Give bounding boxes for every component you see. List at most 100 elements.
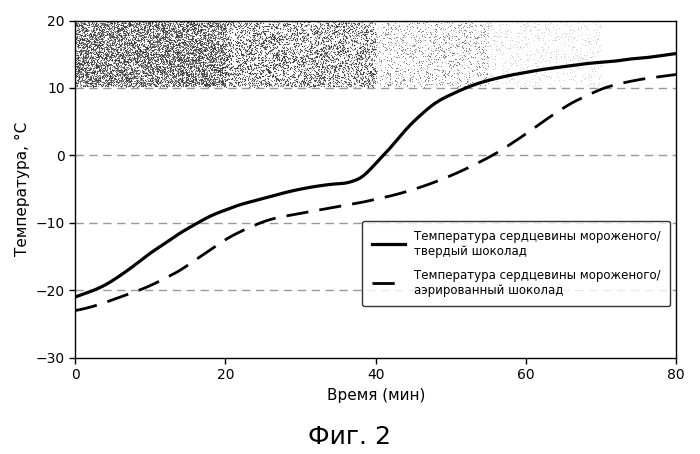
- Point: [189, 35, 200, 43]
- Point: [308, 23, 319, 30]
- Point: [109, 45, 120, 53]
- Point: [98, 65, 109, 72]
- Point: [139, 69, 150, 76]
- Point: [193, 50, 204, 58]
- Point: [170, 37, 181, 44]
- Point: [169, 64, 181, 72]
- Point: [109, 35, 120, 43]
- Point: [258, 22, 270, 29]
- Point: [219, 82, 230, 89]
- Point: [194, 67, 205, 74]
- Point: [81, 60, 92, 67]
- Point: [76, 60, 88, 68]
- Point: [339, 22, 350, 29]
- Point: [99, 39, 110, 46]
- Point: [109, 75, 120, 83]
- Point: [70, 21, 81, 29]
- Point: [187, 74, 198, 81]
- Point: [281, 44, 293, 51]
- Point: [110, 38, 121, 45]
- Point: [130, 37, 141, 44]
- Point: [118, 28, 130, 35]
- Point: [127, 40, 139, 47]
- Point: [258, 38, 269, 45]
- Point: [164, 53, 175, 60]
- Point: [166, 69, 177, 77]
- Point: [585, 64, 596, 71]
- Point: [183, 70, 194, 77]
- Point: [208, 79, 219, 87]
- Point: [249, 39, 260, 47]
- Point: [360, 35, 372, 42]
- Point: [312, 26, 323, 34]
- Point: [431, 61, 442, 69]
- Point: [102, 59, 113, 66]
- Point: [223, 61, 234, 69]
- Point: [348, 69, 359, 77]
- Point: [209, 51, 220, 58]
- Point: [272, 49, 283, 57]
- Point: [144, 23, 155, 30]
- Point: [227, 71, 238, 78]
- Point: [191, 37, 202, 44]
- Point: [479, 52, 490, 59]
- Point: [139, 36, 150, 43]
- Point: [163, 26, 174, 33]
- Point: [170, 31, 181, 38]
- Point: [159, 25, 170, 32]
- Point: [97, 20, 108, 27]
- Point: [161, 67, 172, 74]
- Point: [360, 46, 371, 53]
- Point: [139, 48, 150, 55]
- Point: [183, 60, 195, 68]
- Point: [71, 72, 82, 79]
- Point: [85, 52, 97, 59]
- Point: [168, 26, 179, 34]
- Point: [90, 83, 101, 90]
- Point: [193, 58, 204, 65]
- Point: [324, 36, 335, 44]
- Point: [273, 32, 284, 39]
- Point: [169, 25, 181, 32]
- Point: [530, 69, 541, 76]
- Point: [120, 64, 132, 71]
- Point: [178, 38, 189, 45]
- Point: [512, 58, 523, 65]
- Point: [118, 60, 130, 67]
- Point: [174, 59, 186, 66]
- Point: [191, 32, 202, 39]
- Point: [474, 62, 485, 69]
- Point: [199, 45, 210, 53]
- Point: [219, 31, 230, 39]
- Point: [138, 55, 149, 62]
- Point: [171, 42, 182, 49]
- Point: [186, 30, 197, 37]
- Point: [241, 19, 253, 26]
- Point: [337, 25, 349, 32]
- Point: [169, 72, 180, 79]
- Point: [141, 52, 152, 59]
- Point: [188, 29, 199, 36]
- Point: [354, 51, 365, 59]
- Point: [81, 37, 92, 44]
- Point: [178, 34, 190, 41]
- Point: [416, 78, 427, 85]
- Point: [219, 43, 230, 50]
- Point: [252, 61, 263, 68]
- Point: [588, 80, 599, 87]
- Point: [244, 65, 255, 73]
- Point: [299, 56, 310, 64]
- Point: [70, 59, 81, 66]
- Point: [159, 50, 170, 57]
- Point: [176, 72, 188, 79]
- Point: [204, 52, 216, 59]
- Point: [87, 71, 98, 79]
- Point: [107, 35, 118, 42]
- Point: [174, 76, 185, 83]
- Point: [178, 42, 190, 49]
- Point: [567, 53, 578, 60]
- Point: [116, 36, 127, 44]
- Point: [148, 31, 159, 38]
- Point: [140, 81, 151, 88]
- Point: [344, 54, 355, 61]
